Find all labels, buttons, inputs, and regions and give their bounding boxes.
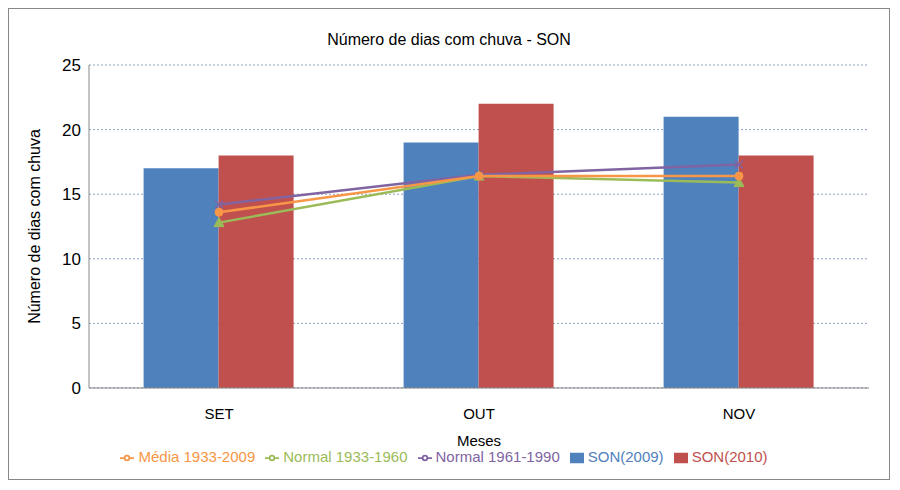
html-text:Normal 1933-1960: Normal 1933-1960 (283, 448, 408, 465)
svg-text:NOV: NOV (723, 405, 756, 422)
html-text:SON(2010): SON(2010) (691, 448, 768, 465)
html-text:Número de dias com chuva - SON: Número de dias com chuva - SON (327, 31, 571, 48)
html-text:Média 1933-2009: Média 1933-2009 (138, 448, 256, 465)
svg-text:10: 10 (62, 250, 81, 269)
svg-text:SET: SET (204, 405, 233, 422)
svg-text:Número de dias com chuva: Número de dias com chuva (26, 129, 43, 324)
html-text:SON(2009): SON(2009) (587, 448, 664, 465)
svg-text:OUT: OUT (463, 405, 495, 422)
svg-text:0: 0 (72, 379, 81, 398)
html-text:Normal 1961-1990: Normal 1961-1990 (435, 448, 560, 465)
svg-text:5: 5 (72, 314, 81, 333)
svg-text:Meses: Meses (457, 432, 501, 449)
svg-text:25: 25 (62, 56, 81, 75)
svg-text:15: 15 (62, 185, 81, 204)
svg-text:20: 20 (62, 121, 81, 140)
